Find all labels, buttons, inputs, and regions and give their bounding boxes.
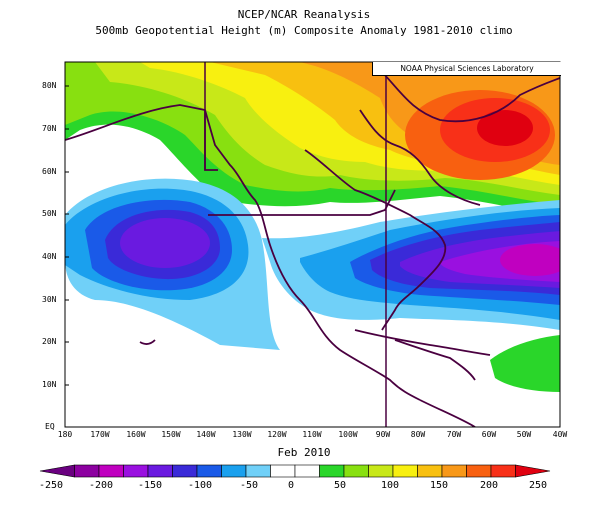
colorbar-label: 0 (287, 480, 295, 491)
title-line-2: 500mb Geopotential Height (m) Composite … (95, 24, 513, 37)
atlantic-negative-anomaly (262, 200, 560, 330)
colorbar-swatch (319, 464, 345, 478)
lat-label: 40N (42, 252, 57, 261)
lon-label: 110W (302, 430, 322, 439)
lat-label: 10N (42, 380, 57, 389)
date-label: Feb 2010 (277, 446, 331, 459)
colorbar-label: -150 (137, 480, 163, 491)
lat-label: EQ (45, 422, 55, 431)
lon-label: 60W (481, 430, 497, 439)
colorbar-swatch (221, 464, 247, 478)
lon-label: 40W (552, 430, 568, 439)
colorbar-swatch (123, 464, 149, 478)
colorbar-label: 50 (333, 480, 347, 491)
colorbar-label: -250 (38, 480, 64, 491)
colorbar-swatch (515, 464, 551, 478)
colorbar-swatch (172, 464, 198, 478)
colorbar-swatch (368, 464, 394, 478)
colorbar-swatch (343, 464, 369, 478)
colorbar-swatch (245, 464, 271, 478)
colorbar-swatch (98, 464, 124, 478)
colorbar-label: 200 (479, 480, 499, 491)
lon-label: 50W (516, 430, 532, 439)
colorbar-swatch (441, 464, 467, 478)
colorbar-label: 250 (528, 480, 548, 491)
subtropical-positive-anomaly (490, 335, 560, 392)
lat-label: 80N (42, 81, 57, 90)
title-line-1: NCEP/NCAR Reanalysis (237, 8, 371, 21)
colorbar-swatch (392, 464, 418, 478)
lon-label: 150W (161, 430, 181, 439)
colorbar-swatch (466, 464, 492, 478)
lon-label: 130W (232, 430, 252, 439)
colorbar-swatch (147, 464, 173, 478)
colorbar-swatch (490, 464, 516, 478)
colorbar-swatch (74, 464, 100, 478)
lat-label: 50N (42, 209, 57, 218)
colorbar-swatch (294, 464, 320, 478)
pacific-negative-anomaly (65, 178, 280, 350)
colorbar-label: -200 (88, 480, 114, 491)
lon-label: 80W (410, 430, 426, 439)
credit-label: NOAA Physical Sciences Laboratory (372, 62, 561, 76)
lon-label: 170W (90, 430, 110, 439)
lat-label: 60N (42, 167, 57, 176)
colorbar-label: 150 (429, 480, 449, 491)
positive-anomaly-region (65, 62, 560, 215)
colorbar-label: -50 (239, 480, 259, 491)
axis-ticks (65, 85, 69, 428)
colorbar-swatch (417, 464, 443, 478)
lon-label: 180 (57, 430, 73, 439)
lon-label: 70W (446, 430, 462, 439)
coastlines (65, 69, 560, 427)
colorbar-label: 100 (380, 480, 400, 491)
lon-label: 160W (126, 430, 146, 439)
lat-label: 30N (42, 295, 57, 304)
lat-label: 20N (42, 337, 57, 346)
lat-label: 70N (42, 124, 57, 133)
colorbar-swatch (196, 464, 222, 478)
lon-label: 140W (196, 430, 216, 439)
colorbar-swatch (270, 464, 296, 478)
colorbar-label: -100 (187, 480, 213, 491)
lon-label: 90W (375, 430, 391, 439)
colorbar-swatch (39, 464, 75, 478)
lon-label: 120W (267, 430, 287, 439)
lon-label: 100W (338, 430, 358, 439)
